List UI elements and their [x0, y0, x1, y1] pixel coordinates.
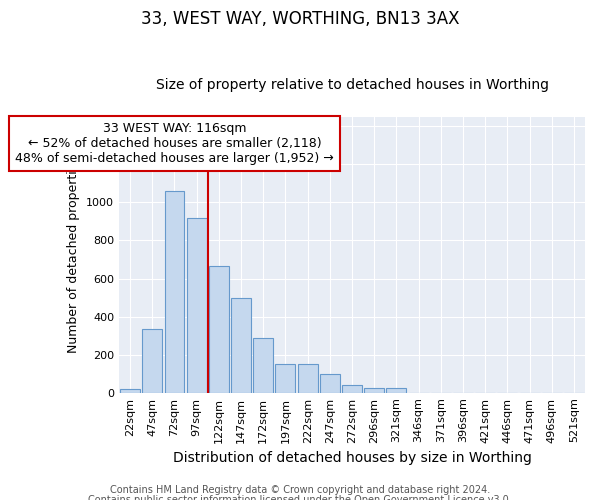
Bar	[209, 266, 229, 392]
Bar	[320, 374, 340, 392]
Bar	[120, 389, 140, 392]
Bar	[386, 388, 406, 392]
Bar	[275, 364, 295, 392]
Text: Contains public sector information licensed under the Open Government Licence v3: Contains public sector information licen…	[88, 495, 512, 500]
Bar	[364, 388, 384, 392]
X-axis label: Distribution of detached houses by size in Worthing: Distribution of detached houses by size …	[173, 451, 532, 465]
Text: Contains HM Land Registry data © Crown copyright and database right 2024.: Contains HM Land Registry data © Crown c…	[110, 485, 490, 495]
Bar	[164, 191, 184, 392]
Bar	[187, 218, 206, 392]
Bar	[342, 385, 362, 392]
Bar	[231, 298, 251, 392]
Bar	[253, 338, 273, 392]
Title: Size of property relative to detached houses in Worthing: Size of property relative to detached ho…	[155, 78, 548, 92]
Text: 33, WEST WAY, WORTHING, BN13 3AX: 33, WEST WAY, WORTHING, BN13 3AX	[141, 10, 459, 28]
Bar	[298, 364, 317, 392]
Text: 33 WEST WAY: 116sqm
← 52% of detached houses are smaller (2,118)
48% of semi-det: 33 WEST WAY: 116sqm ← 52% of detached ho…	[15, 122, 334, 165]
Y-axis label: Number of detached properties: Number of detached properties	[67, 156, 80, 353]
Bar	[142, 329, 162, 392]
